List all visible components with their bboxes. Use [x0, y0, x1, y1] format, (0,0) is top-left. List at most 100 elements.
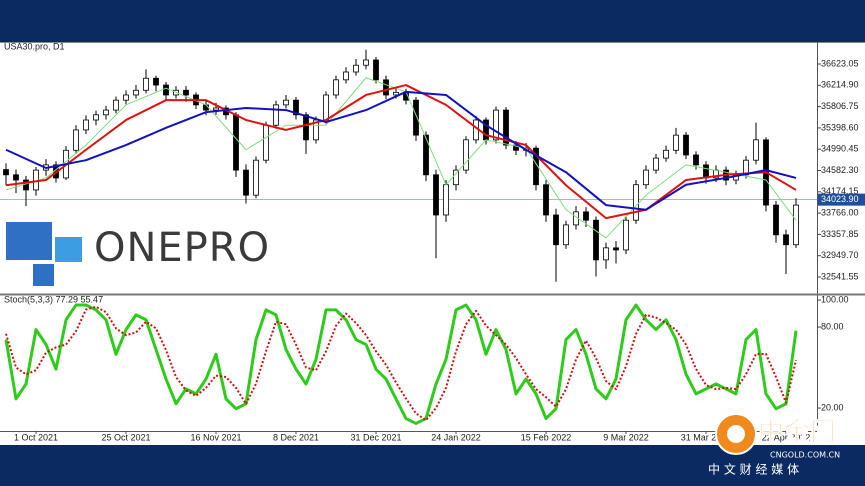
candle-body	[693, 154, 699, 166]
candle-body	[633, 184, 639, 221]
candle-body	[273, 104, 279, 126]
candle-body	[113, 99, 119, 111]
x-tick-label: 9 Mar 2022	[603, 432, 649, 442]
candle-body	[423, 134, 429, 176]
candle-body	[433, 174, 439, 216]
candle-body	[153, 77, 159, 86]
chart-area	[0, 42, 865, 445]
logo-url: CNGOLD.COM.CN	[770, 451, 840, 460]
x-tick-label: 8 Dec 2021	[273, 432, 319, 442]
candle-body	[3, 169, 9, 176]
candle-body	[373, 59, 379, 81]
y-tick-label: 100.00	[821, 294, 849, 304]
candle-body	[563, 224, 569, 246]
candle-body	[463, 139, 469, 171]
candle-body	[413, 99, 419, 136]
y-tick-label: 36214.90	[821, 80, 859, 90]
candle-body	[553, 214, 559, 246]
candle-body	[253, 159, 259, 196]
candle-body	[663, 149, 669, 159]
candle-body	[163, 84, 169, 96]
candle-body	[343, 71, 349, 81]
candle-body	[353, 64, 359, 73]
indicator-title: Stoch(5,3,3) 77.29 55.47	[4, 294, 103, 304]
y-tick-label: 20.00	[821, 402, 844, 412]
candle-body	[493, 109, 499, 141]
x-tick-label: 25 Oct 2021	[101, 432, 150, 442]
candle-body	[143, 77, 149, 91]
y-tick-label: 33766.00	[821, 207, 859, 217]
x-tick-label: 1 Oct 2021	[14, 432, 58, 442]
x-tick-label: 31 Mar 2022	[681, 432, 732, 442]
y-tick-label: 33357.85	[821, 229, 859, 239]
y-tick-label: 35806.75	[821, 101, 859, 111]
logo-tagline: 中 文 财 经 媒 体	[708, 462, 799, 477]
candle-body	[753, 139, 759, 161]
candle-body	[243, 169, 249, 196]
candle-body	[323, 94, 329, 121]
logo-text: 中金网	[758, 417, 836, 448]
last-price-label: 34023.90	[821, 194, 859, 204]
onepro-logo: ONEPRO	[6, 222, 270, 286]
y-tick-label: 34174.15	[821, 186, 859, 196]
candle-body	[623, 219, 629, 251]
chart-title: USA30.pro, D1	[4, 41, 65, 51]
candle-body	[73, 129, 79, 151]
candle-body	[263, 124, 269, 161]
logo-block	[55, 237, 82, 262]
x-tick-label: 15 Feb 2022	[521, 432, 572, 442]
series-line	[5, 84, 797, 220]
candle-body	[13, 174, 19, 181]
candle-body	[583, 211, 589, 221]
y-tick-label: 34582.30	[821, 165, 859, 175]
candle-body	[303, 114, 309, 141]
candle-body	[293, 99, 299, 116]
candle-body	[643, 169, 649, 186]
candle-body	[443, 184, 449, 216]
candle-body	[513, 144, 519, 151]
y-tick-label: 32949.70	[821, 250, 859, 260]
candle-body	[93, 114, 99, 121]
y-tick-label: 32541.55	[821, 271, 859, 281]
candle-body	[183, 89, 189, 96]
candle-body	[773, 204, 779, 236]
candle-body	[393, 91, 399, 96]
y-tick-label: 35398.60	[821, 122, 859, 132]
candle-body	[673, 134, 679, 151]
candle-body	[653, 157, 659, 171]
candle-body	[613, 247, 619, 251]
series-line	[5, 90, 797, 211]
candle-body	[543, 184, 549, 216]
logo-block	[6, 222, 52, 260]
candle-body	[503, 109, 509, 146]
candle-body	[213, 107, 219, 111]
y-tick-label: 36623.05	[821, 58, 859, 68]
candle-body	[283, 99, 289, 106]
candle-body	[703, 164, 709, 179]
x-tick-label: 22 Apr 2022	[762, 432, 811, 442]
candle-body	[333, 79, 339, 96]
candle-body	[793, 204, 799, 246]
candle-body	[363, 59, 369, 66]
candle-body	[783, 234, 789, 246]
candle-body	[133, 89, 139, 96]
candle-body	[683, 134, 689, 156]
plot: 36623.05 36214.90 35806.75 35398.60 34990.45…	[0, 49, 865, 442]
x-tick-label: 24 Jan 2022	[431, 432, 481, 442]
logo-block	[33, 264, 54, 286]
candle-body	[603, 247, 609, 261]
last-price-box	[818, 193, 865, 206]
y-tick-label: 80.00	[821, 321, 844, 331]
x-tick-label: 16 Nov 2021	[190, 432, 241, 442]
candle-body	[383, 79, 389, 96]
candle-body	[103, 109, 109, 116]
candle-body	[593, 219, 599, 261]
candle-body	[123, 94, 129, 101]
candle-body	[533, 147, 539, 186]
logo-text: ONEPRO	[94, 225, 270, 271]
logo-circle-inner	[727, 425, 745, 443]
series-line	[5, 305, 797, 422]
x-tick-label: 31 Dec 2021	[350, 432, 401, 442]
